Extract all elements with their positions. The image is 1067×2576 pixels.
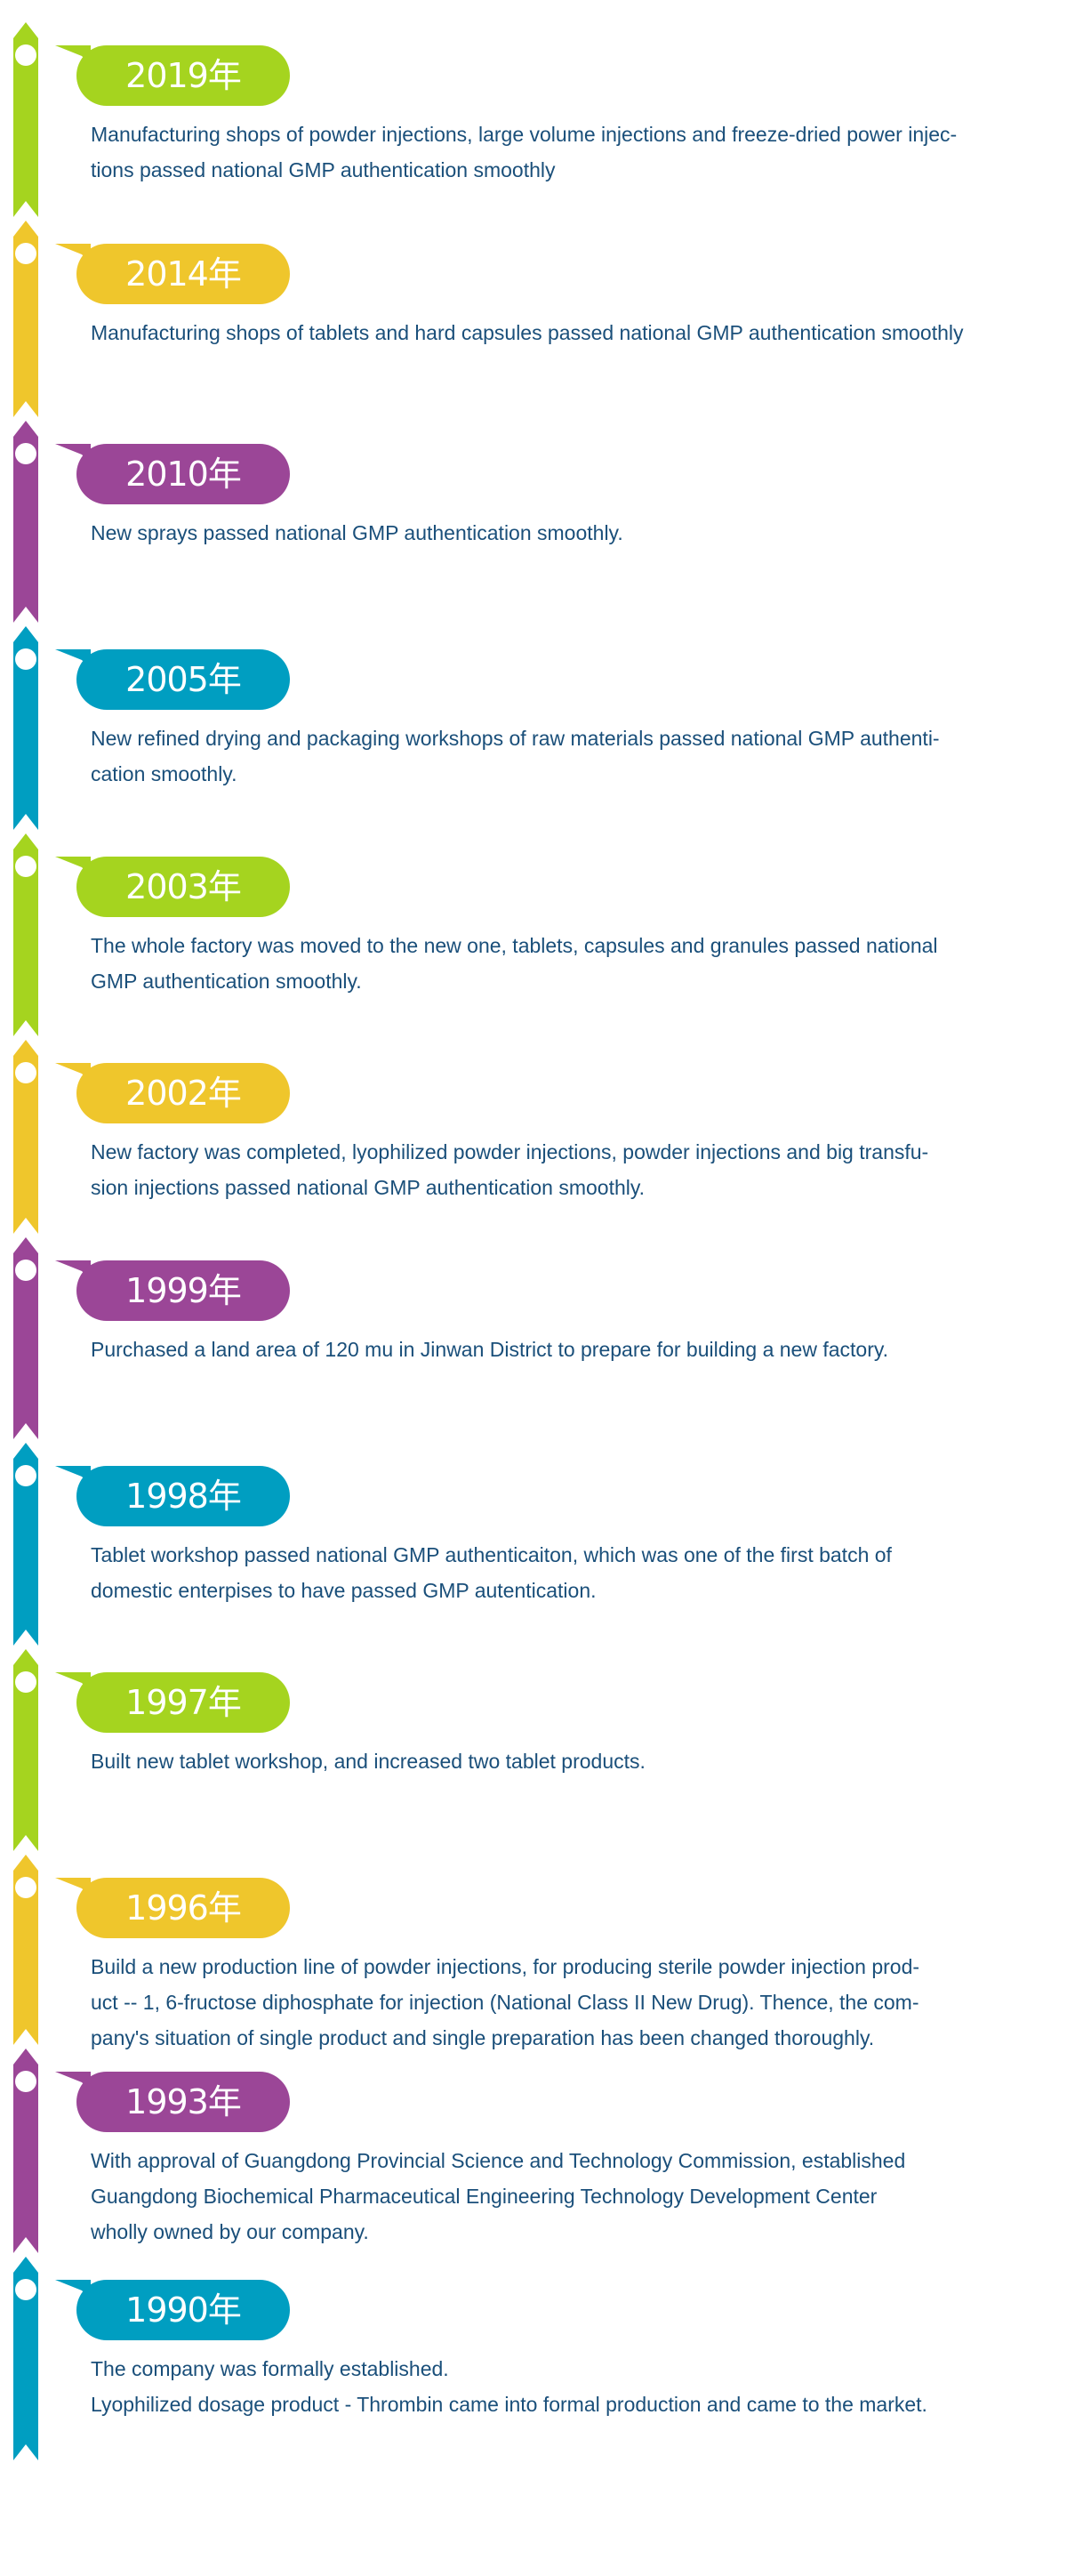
description-line: Built new tablet workshop, and increased… [91,1750,646,1773]
event-description: With approval of Guangdong Provincial Sc… [91,2143,1051,2250]
timeline-dot-icon [15,2071,36,2092]
event-description: The whole factory was moved to the new o… [91,928,1051,999]
description-line: Manufacturing shops of tablets and hard … [91,321,964,344]
description-line: tions passed national GMP authentication… [91,158,556,181]
year-badge: 1997年 [76,1672,290,1733]
event-description: Built new tablet workshop, and increased… [91,1743,1051,1779]
event-description: Purchased a land area of 120 mu in Jinwa… [91,1332,1051,1367]
timeline-dot-icon [15,44,36,66]
timeline-dot-icon [15,1877,36,1898]
event-description: Manufacturing shops of powder injections… [91,117,1051,188]
description-line: GMP authentication smoothly. [91,970,362,993]
description-line: Lyophilized dosage product - Thrombin ca… [91,2393,927,2416]
bubble-tail [55,857,91,876]
description-line: Guangdong Biochemical Pharmaceutical Eng… [91,2185,878,2208]
event-description: New sprays passed national GMP authentic… [91,515,1051,551]
bubble-tail [55,2280,91,2299]
year-badge: 2010年 [76,444,290,504]
event-description: Build a new production line of powder in… [91,1949,1051,2056]
year-badge: 2005年 [76,649,290,710]
description-line: cation smoothly. [91,762,237,785]
description-line: domestic enterpises to have passed GMP a… [91,1579,597,1602]
description-line: New factory was completed, lyophilized p… [91,1140,929,1163]
year-badge: 1999年 [76,1260,290,1321]
year-badge: 1993年 [76,2072,290,2132]
bubble-tail [55,1063,91,1083]
timeline-dot-icon [15,648,36,670]
timeline-dot-icon [15,1671,36,1693]
description-line: Build a new production line of powder in… [91,1955,920,1978]
timeline-dot-icon [15,1465,36,1486]
timeline-dot-icon [15,1062,36,1083]
year-badge: 1996年 [76,1878,290,1938]
year-badge: 2003年 [76,857,290,917]
description-line: The company was formally established. [91,2357,449,2380]
event-description: The company was formally established. Lyo… [91,2351,1051,2422]
bubble-tail [55,45,91,65]
year-badge: 2002年 [76,1063,290,1123]
timeline-dot-icon [15,1260,36,1281]
event-description: New factory was completed, lyophilized p… [91,1134,1051,1205]
year-badge: 1990年 [76,2280,290,2340]
bubble-tail [55,1466,91,1485]
description-line: Manufacturing shops of powder injections… [91,123,958,146]
description-line: wholly owned by our company. [91,2220,369,2243]
description-line: pany's situation of single product and s… [91,2026,875,2049]
year-badge: 2014年 [76,244,290,304]
description-line: The whole factory was moved to the new o… [91,934,938,957]
year-badge: 1998年 [76,1466,290,1526]
bubble-tail [55,649,91,669]
bubble-tail [55,1260,91,1280]
event-description: New refined drying and packaging worksho… [91,720,1051,792]
bubble-tail [55,1878,91,1897]
timeline-dot-icon [15,856,36,877]
timeline-dot-icon [15,443,36,464]
description-line: New sprays passed national GMP authentic… [91,521,623,544]
description-line: With approval of Guangdong Provincial Sc… [91,2149,906,2172]
timeline-dot-icon [15,2279,36,2300]
bubble-tail [55,2072,91,2091]
description-line: uct -- 1, 6-fructose diphosphate for inj… [91,1991,919,2014]
description-line: sion injections passed national GMP auth… [91,1176,646,1199]
timeline-dot-icon [15,243,36,264]
description-line: Tablet workshop passed national GMP auth… [91,1543,892,1566]
bubble-tail [55,244,91,263]
description-line: New refined drying and packaging worksho… [91,727,940,750]
year-badge: 2019年 [76,45,290,106]
event-description: Tablet workshop passed national GMP auth… [91,1537,1051,1608]
event-description: Manufacturing shops of tablets and hard … [91,315,1051,350]
bubble-tail [55,444,91,463]
description-line: Purchased a land area of 120 mu in Jinwa… [91,1338,889,1361]
bubble-tail [55,1672,91,1692]
